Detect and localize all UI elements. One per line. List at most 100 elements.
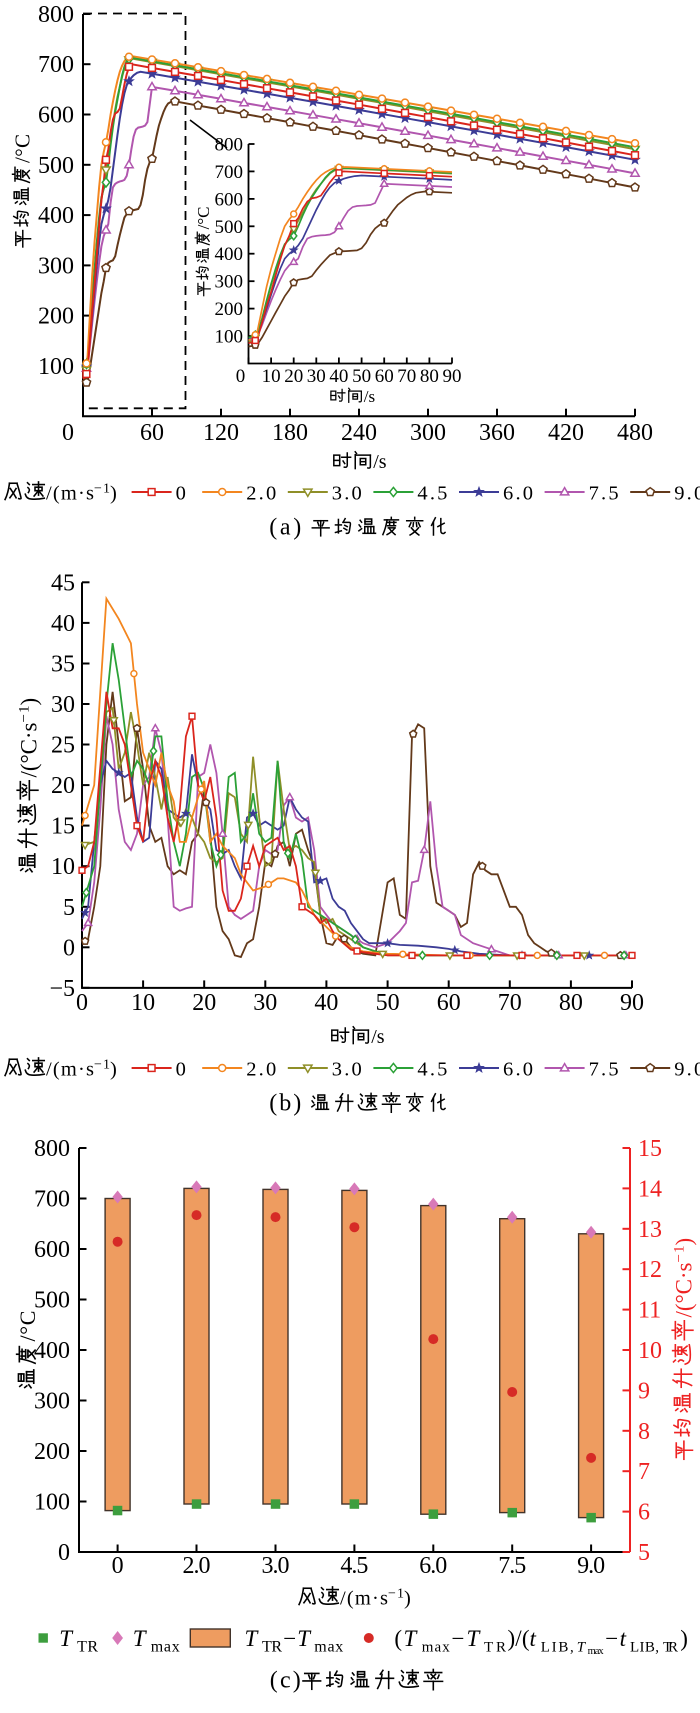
svg-text:80: 80 <box>559 990 583 1016</box>
svg-text:)/(: )/( <box>508 1626 530 1651</box>
svg-text:10: 10 <box>51 854 75 880</box>
svg-text:15: 15 <box>638 1136 662 1162</box>
svg-text:100: 100 <box>215 327 244 348</box>
svg-text:0: 0 <box>176 1058 186 1080</box>
svg-text:800: 800 <box>215 135 244 156</box>
svg-text:400: 400 <box>38 203 74 229</box>
svg-text:60: 60 <box>140 420 164 446</box>
svg-text:): ) <box>671 1238 696 1246</box>
svg-text:30: 30 <box>253 990 277 1016</box>
svg-text:500: 500 <box>38 153 74 179</box>
svg-text:7: 7 <box>638 1459 650 1485</box>
svg-text:700: 700 <box>215 162 244 183</box>
svg-text:500: 500 <box>215 217 244 238</box>
svg-text:600: 600 <box>38 103 74 129</box>
svg-text:80: 80 <box>420 366 439 387</box>
svg-text:/s: /s <box>373 451 387 473</box>
svg-text:3.0: 3.0 <box>262 1553 290 1579</box>
svg-text:0: 0 <box>76 990 88 1016</box>
svg-text:40: 40 <box>314 990 338 1016</box>
svg-text:35: 35 <box>51 652 75 678</box>
svg-text:T: T <box>59 1626 74 1651</box>
svg-text:20: 20 <box>51 773 75 799</box>
svg-text:2.0: 2.0 <box>246 482 276 504</box>
svg-text:max: max <box>588 1646 605 1657</box>
svg-text:360: 360 <box>479 420 515 446</box>
svg-text:6.0: 6.0 <box>503 482 533 504</box>
svg-text:14: 14 <box>638 1176 662 1202</box>
svg-text:): ) <box>110 482 117 504</box>
svg-text:/s: /s <box>364 387 375 406</box>
svg-text:4.5: 4.5 <box>340 1553 368 1579</box>
svg-text:−: − <box>452 1626 465 1651</box>
svg-text:30: 30 <box>51 692 75 718</box>
svg-text:): ) <box>680 1626 688 1651</box>
svg-text:7.5: 7.5 <box>498 1553 526 1579</box>
svg-text:3.0: 3.0 <box>332 482 362 504</box>
svg-text:60: 60 <box>437 990 461 1016</box>
svg-text:240: 240 <box>341 420 377 446</box>
svg-text:11: 11 <box>638 1298 661 1324</box>
svg-text:−5: −5 <box>49 976 75 1002</box>
svg-text:(: ( <box>394 1626 402 1651</box>
svg-text:200: 200 <box>38 304 74 330</box>
svg-text:30: 30 <box>307 366 326 387</box>
svg-text:200: 200 <box>215 299 244 320</box>
svg-text:70: 70 <box>498 990 522 1016</box>
svg-text:/(°C·s: /(°C·s <box>16 722 41 777</box>
svg-text:4.5: 4.5 <box>417 482 447 504</box>
svg-text:TR: TR <box>484 1640 506 1656</box>
svg-text:50: 50 <box>376 990 400 1016</box>
svg-text:max: max <box>422 1640 451 1656</box>
svg-text:−: − <box>605 1626 618 1651</box>
svg-text:300: 300 <box>34 1389 70 1415</box>
svg-text:700: 700 <box>38 52 74 78</box>
svg-text:/(m·s: /(m·s <box>46 482 94 504</box>
svg-text:25: 25 <box>51 733 75 759</box>
svg-text:9: 9 <box>638 1378 650 1404</box>
svg-text:/(°C·s: /(°C·s <box>671 1262 696 1317</box>
svg-text:T: T <box>297 1626 312 1651</box>
svg-text:200: 200 <box>34 1439 70 1465</box>
svg-text:/°C: /°C <box>15 1311 40 1342</box>
svg-text:800: 800 <box>34 1136 70 1162</box>
svg-text:/°C: /°C <box>194 207 213 230</box>
svg-text:45: 45 <box>51 570 75 596</box>
svg-text:T: T <box>245 1626 260 1651</box>
svg-text:4.5: 4.5 <box>417 1058 447 1080</box>
svg-text:15: 15 <box>51 814 75 840</box>
svg-text:t: t <box>530 1626 537 1651</box>
svg-text:TR: TR <box>262 1639 282 1656</box>
svg-text:7.5: 7.5 <box>589 1058 619 1080</box>
svg-text:0: 0 <box>236 366 246 387</box>
svg-text:120: 120 <box>203 420 239 446</box>
svg-text:300: 300 <box>410 420 446 446</box>
svg-text:100: 100 <box>34 1490 70 1516</box>
svg-text:40: 40 <box>51 611 75 637</box>
svg-text:6: 6 <box>638 1500 650 1526</box>
svg-text:): ) <box>110 1058 117 1080</box>
svg-text:5: 5 <box>63 895 75 921</box>
svg-text:2.0: 2.0 <box>246 1058 276 1080</box>
svg-text:5: 5 <box>638 1540 650 1566</box>
svg-text:300: 300 <box>38 253 74 279</box>
svg-text:420: 420 <box>548 420 584 446</box>
svg-text:2.0: 2.0 <box>183 1553 211 1579</box>
svg-text:3.0: 3.0 <box>332 1058 362 1080</box>
svg-text:20: 20 <box>284 366 303 387</box>
svg-text:0: 0 <box>63 935 75 961</box>
svg-text:6.0: 6.0 <box>419 1553 447 1579</box>
svg-text:800: 800 <box>38 2 74 28</box>
svg-text:600: 600 <box>215 189 244 210</box>
svg-text:/s: /s <box>371 1026 385 1048</box>
svg-text:max: max <box>314 1639 343 1656</box>
svg-text:T: T <box>404 1626 419 1651</box>
svg-text:70: 70 <box>397 366 416 387</box>
svg-text:50: 50 <box>352 366 371 387</box>
svg-text:9.0: 9.0 <box>577 1553 605 1579</box>
svg-text:20: 20 <box>192 990 216 1016</box>
svg-text:/(m·s: /(m·s <box>46 1058 94 1080</box>
svg-text:0: 0 <box>58 1540 70 1566</box>
svg-text:500: 500 <box>34 1288 70 1314</box>
svg-text:): ) <box>404 1587 411 1609</box>
